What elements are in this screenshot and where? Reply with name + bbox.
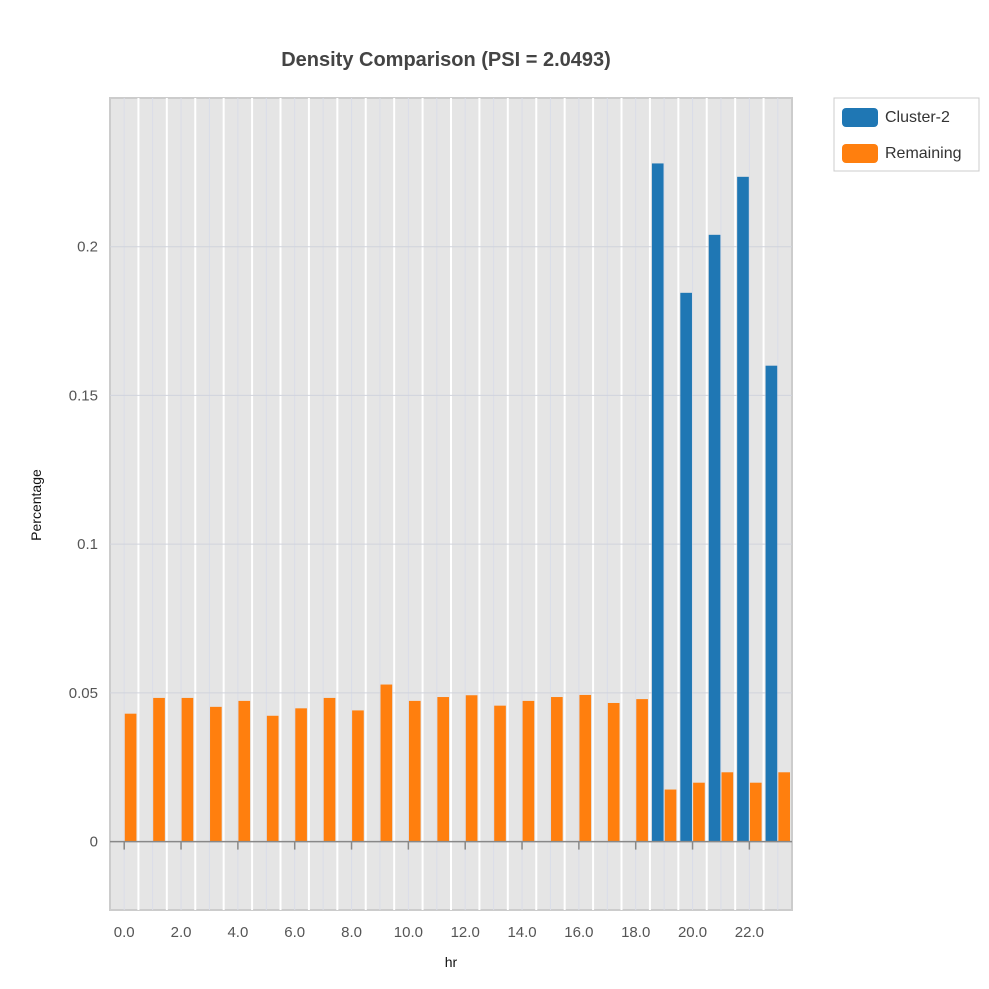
bar-cluster-2-22[interactable] [737, 176, 749, 842]
x-tick-label: 22.0 [735, 924, 764, 941]
bar-remaining-23[interactable] [778, 772, 791, 842]
x-tick-label: 18.0 [621, 924, 650, 941]
x-tick-label: 2.0 [171, 924, 192, 941]
x-tick-label: 10.0 [394, 924, 423, 941]
bar-cluster-2-23[interactable] [765, 365, 778, 842]
bar-remaining-3[interactable] [210, 706, 222, 842]
y-tick-label: 0.15 [69, 387, 98, 404]
x-tick-label: 14.0 [507, 924, 536, 941]
bar-remaining-6[interactable] [295, 708, 307, 842]
bar-remaining-10[interactable] [408, 700, 421, 842]
bar-remaining-12[interactable] [465, 695, 478, 842]
y-tick-label: 0.05 [69, 685, 98, 702]
bar-remaining-9[interactable] [380, 684, 393, 842]
bar-remaining-14[interactable] [522, 700, 535, 842]
y-tick-label: 0.2 [77, 239, 98, 256]
x-tick-label: 0.0 [114, 924, 135, 941]
bar-cluster-2-19[interactable] [651, 163, 664, 842]
bar-remaining-7[interactable] [323, 697, 336, 842]
bar-remaining-4[interactable] [238, 700, 251, 842]
legend: Cluster-2 Remaining [833, 97, 980, 172]
axes: 0.0 2.0 4.0 6.0 8.0 10.0 12.0 14.0 16.0 18.0 20.0 2… [69, 239, 792, 941]
x-tick-label: 6.0 [284, 924, 305, 941]
bar-remaining-8[interactable] [352, 710, 364, 842]
x-tick-label: 12.0 [451, 924, 480, 941]
x-tick-label: 4.0 [227, 924, 248, 941]
bar-remaining-0[interactable] [124, 713, 137, 842]
bar-remaining-15[interactable] [551, 697, 563, 842]
bar-remaining-21[interactable] [721, 772, 734, 842]
y-axis-label: Percentage [28, 469, 44, 541]
x-tick-label: 8.0 [341, 924, 362, 941]
bars [124, 163, 791, 842]
legend-label-cluster-2[interactable]: Cluster-2 [885, 109, 950, 126]
y-tick-label: 0 [90, 834, 98, 851]
grid [110, 98, 792, 910]
bar-remaining-22[interactable] [749, 782, 762, 842]
x-axis-label: hr [445, 954, 458, 970]
bar-remaining-19[interactable] [664, 789, 677, 842]
legend-label-remaining[interactable]: Remaining [885, 145, 961, 162]
bar-remaining-20[interactable] [693, 782, 705, 842]
chart-title: Density Comparison (PSI = 2.0493) [281, 49, 611, 71]
bar-cluster-2-20[interactable] [680, 292, 692, 842]
bar-remaining-2[interactable] [181, 697, 194, 842]
x-tick-label: 16.0 [564, 924, 593, 941]
bar-cluster-2-21[interactable] [708, 234, 721, 842]
bar-remaining-5[interactable] [266, 715, 279, 842]
bar-remaining-16[interactable] [579, 694, 592, 842]
legend-swatch-remaining[interactable] [842, 144, 878, 163]
bar-remaining-11[interactable] [437, 697, 450, 842]
legend-swatch-cluster-2[interactable] [842, 108, 878, 127]
bar-remaining-18[interactable] [636, 699, 648, 842]
y-tick-label: 0.1 [77, 536, 98, 553]
bar-remaining-17[interactable] [607, 702, 620, 842]
x-tick-label: 20.0 [678, 924, 707, 941]
bar-remaining-13[interactable] [494, 705, 506, 842]
bar-remaining-1[interactable] [153, 697, 165, 842]
